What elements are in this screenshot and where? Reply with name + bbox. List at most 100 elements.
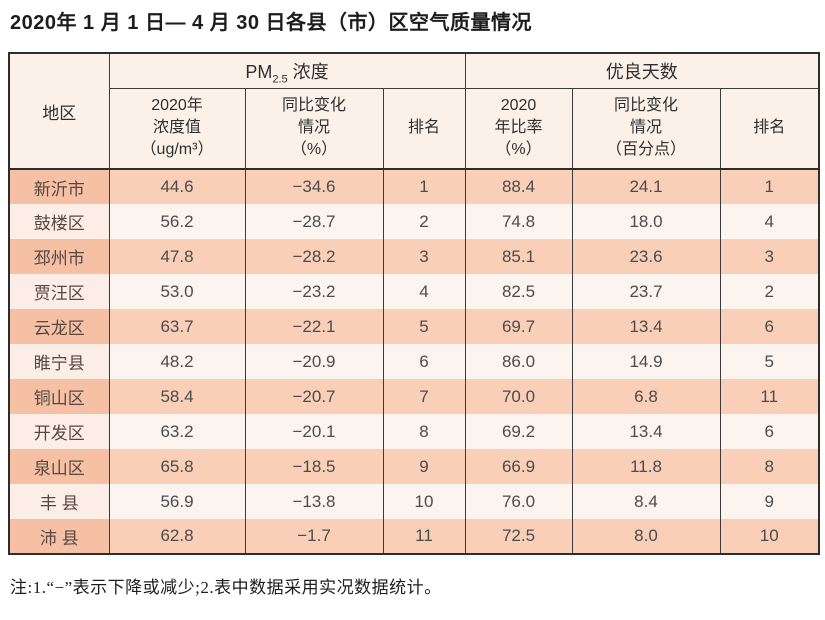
table-row: 泉山区 65.8 −18.5 9 66.9 11.8 8 [8,449,820,484]
good-rank-cell: 2 [719,274,820,309]
pm-change-cell: −18.5 [244,449,384,484]
good-rank-cell: 6 [719,309,820,344]
page-title: 2020年 1 月 1 日— 4 月 30 日各县（市）区空气质量情况 [10,12,533,34]
region-cell: 沛 县 [8,519,110,554]
good-rank-cell: 11 [719,379,820,414]
good-rank-cell: 4 [719,204,820,239]
header-pm-rank: 排名 [382,88,466,170]
pm-rank-cell: 7 [382,379,466,414]
pm-change-cell: −34.6 [244,169,384,204]
good-rate-cell: 74.8 [464,204,573,239]
pm-value-cell: 58.4 [108,379,246,414]
good-change-cell: 11.8 [571,449,721,484]
region-cell: 贾汪区 [8,274,110,309]
good-change-cell: 24.1 [571,169,721,204]
pm-change-cell: −1.7 [244,519,384,554]
air-quality-table: 地区 PM2.5 浓度 优良天数 2020年 浓度值 （ug/m³） 同比变化 … [8,52,821,555]
good-change-cell: 8.4 [571,484,721,519]
region-cell: 开发区 [8,414,110,449]
table-row: 沛 县 62.8 −1.7 11 72.5 8.0 10 [8,519,820,554]
pm-change-cell: −23.2 [244,274,384,309]
good-rate-cell: 70.0 [464,379,573,414]
table-row: 新沂市 44.6 −34.6 1 88.4 24.1 1 [8,169,820,204]
region-cell: 睢宁县 [8,344,110,379]
pm-rank-cell: 9 [382,449,466,484]
pm-rank-cell: 11 [382,519,466,554]
good-rate-cell: 85.1 [464,239,573,274]
sub-header-row: 2020年 浓度值 （ug/m³） 同比变化 情况 （%） 排名 2020 年比… [9,88,820,170]
header-region: 地区 [8,53,110,170]
good-rank-cell: 8 [719,449,820,484]
region-cell: 丰 县 [8,484,110,519]
pm-value-cell: 63.2 [108,414,246,449]
pm-rank-cell: 6 [382,344,466,379]
pm-value-cell: 63.7 [108,309,246,344]
region-cell: 云龙区 [8,309,110,344]
good-change-cell: 18.0 [571,204,721,239]
pm-value-cell: 44.6 [108,169,246,204]
region-cell: 新沂市 [8,169,110,204]
good-rank-cell: 10 [719,519,820,554]
pm-rank-cell: 2 [382,204,466,239]
good-rank-cell: 1 [719,169,820,204]
header-group-pm25: PM2.5 浓度 [108,53,466,89]
pm-change-cell: −28.2 [244,239,384,274]
pm-rank-cell: 3 [382,239,466,274]
good-rank-cell: 6 [719,414,820,449]
table-row: 鼓楼区 56.2 −28.7 2 74.8 18.0 4 [8,204,820,239]
pm25-label-suffix: 浓度 [287,61,329,82]
pm-rank-cell: 4 [382,274,466,309]
good-change-cell: 14.9 [571,344,721,379]
pm-rank-cell: 5 [382,309,466,344]
region-cell: 泉山区 [8,449,110,484]
good-rate-cell: 69.7 [464,309,573,344]
pm-value-cell: 65.8 [108,449,246,484]
header-good-rank: 排名 [719,88,820,170]
good-rate-cell: 86.0 [464,344,573,379]
good-change-cell: 13.4 [571,414,721,449]
good-rank-cell: 9 [719,484,820,519]
pm-change-cell: −13.8 [244,484,384,519]
pm-change-cell: −20.7 [244,379,384,414]
pm-change-cell: −20.9 [244,344,384,379]
header-pm-yoy-change: 同比变化 情况 （%） [244,88,384,170]
table-body: 新沂市 44.6 −34.6 1 88.4 24.1 1 鼓楼区 56.2 −28.7 2 74.8 1… [8,169,820,554]
header-good-rate-2020: 2020 年比率 （%） [464,88,573,170]
good-rate-cell: 69.2 [464,414,573,449]
pm-value-cell: 53.0 [108,274,246,309]
table-row: 铜山区 58.4 −20.7 7 70.0 6.8 11 [8,379,820,414]
good-change-cell: 6.8 [571,379,721,414]
good-change-cell: 23.6 [571,239,721,274]
table-row: 丰 县 56.9 −13.8 10 76.0 8.4 9 [8,484,820,519]
pm-rank-cell: 10 [382,484,466,519]
region-cell: 铜山区 [8,379,110,414]
pm-value-cell: 56.2 [108,204,246,239]
good-rank-cell: 3 [719,239,820,274]
pm-change-cell: −20.1 [244,414,384,449]
region-cell: 鼓楼区 [8,204,110,239]
pm-change-cell: −28.7 [244,204,384,239]
good-rate-cell: 82.5 [464,274,573,309]
good-rank-cell: 5 [719,344,820,379]
good-rate-cell: 88.4 [464,169,573,204]
pm-rank-cell: 8 [382,414,466,449]
good-change-cell: 8.0 [571,519,721,554]
table-header: 地区 PM2.5 浓度 优良天数 2020年 浓度值 （ug/m³） 同比变化 … [8,53,820,170]
pm-value-cell: 62.8 [108,519,246,554]
pm-rank-cell: 1 [382,169,466,204]
good-rate-cell: 76.0 [464,484,573,519]
good-rate-cell: 66.9 [464,449,573,484]
good-change-cell: 13.4 [571,309,721,344]
table-row: 邳州市 47.8 −28.2 3 85.1 23.6 3 [8,239,820,274]
pm-change-cell: −22.1 [244,309,384,344]
table-row: 贾汪区 53.0 −23.2 4 82.5 23.7 2 [8,274,820,309]
header-pm-value-2020: 2020年 浓度值 （ug/m³） [108,88,246,170]
pm-value-cell: 56.9 [108,484,246,519]
good-rate-cell: 72.5 [464,519,573,554]
table-row: 云龙区 63.7 −22.1 5 69.7 13.4 6 [8,309,820,344]
table-row: 睢宁县 48.2 −20.9 6 86.0 14.9 5 [8,344,820,379]
header-group-good-days: 优良天数 [464,53,820,89]
pm-value-cell: 47.8 [108,239,246,274]
footnote: 注:1.“−”表示下降或减少;2.表中数据采用实况数据统计。 [10,578,442,597]
